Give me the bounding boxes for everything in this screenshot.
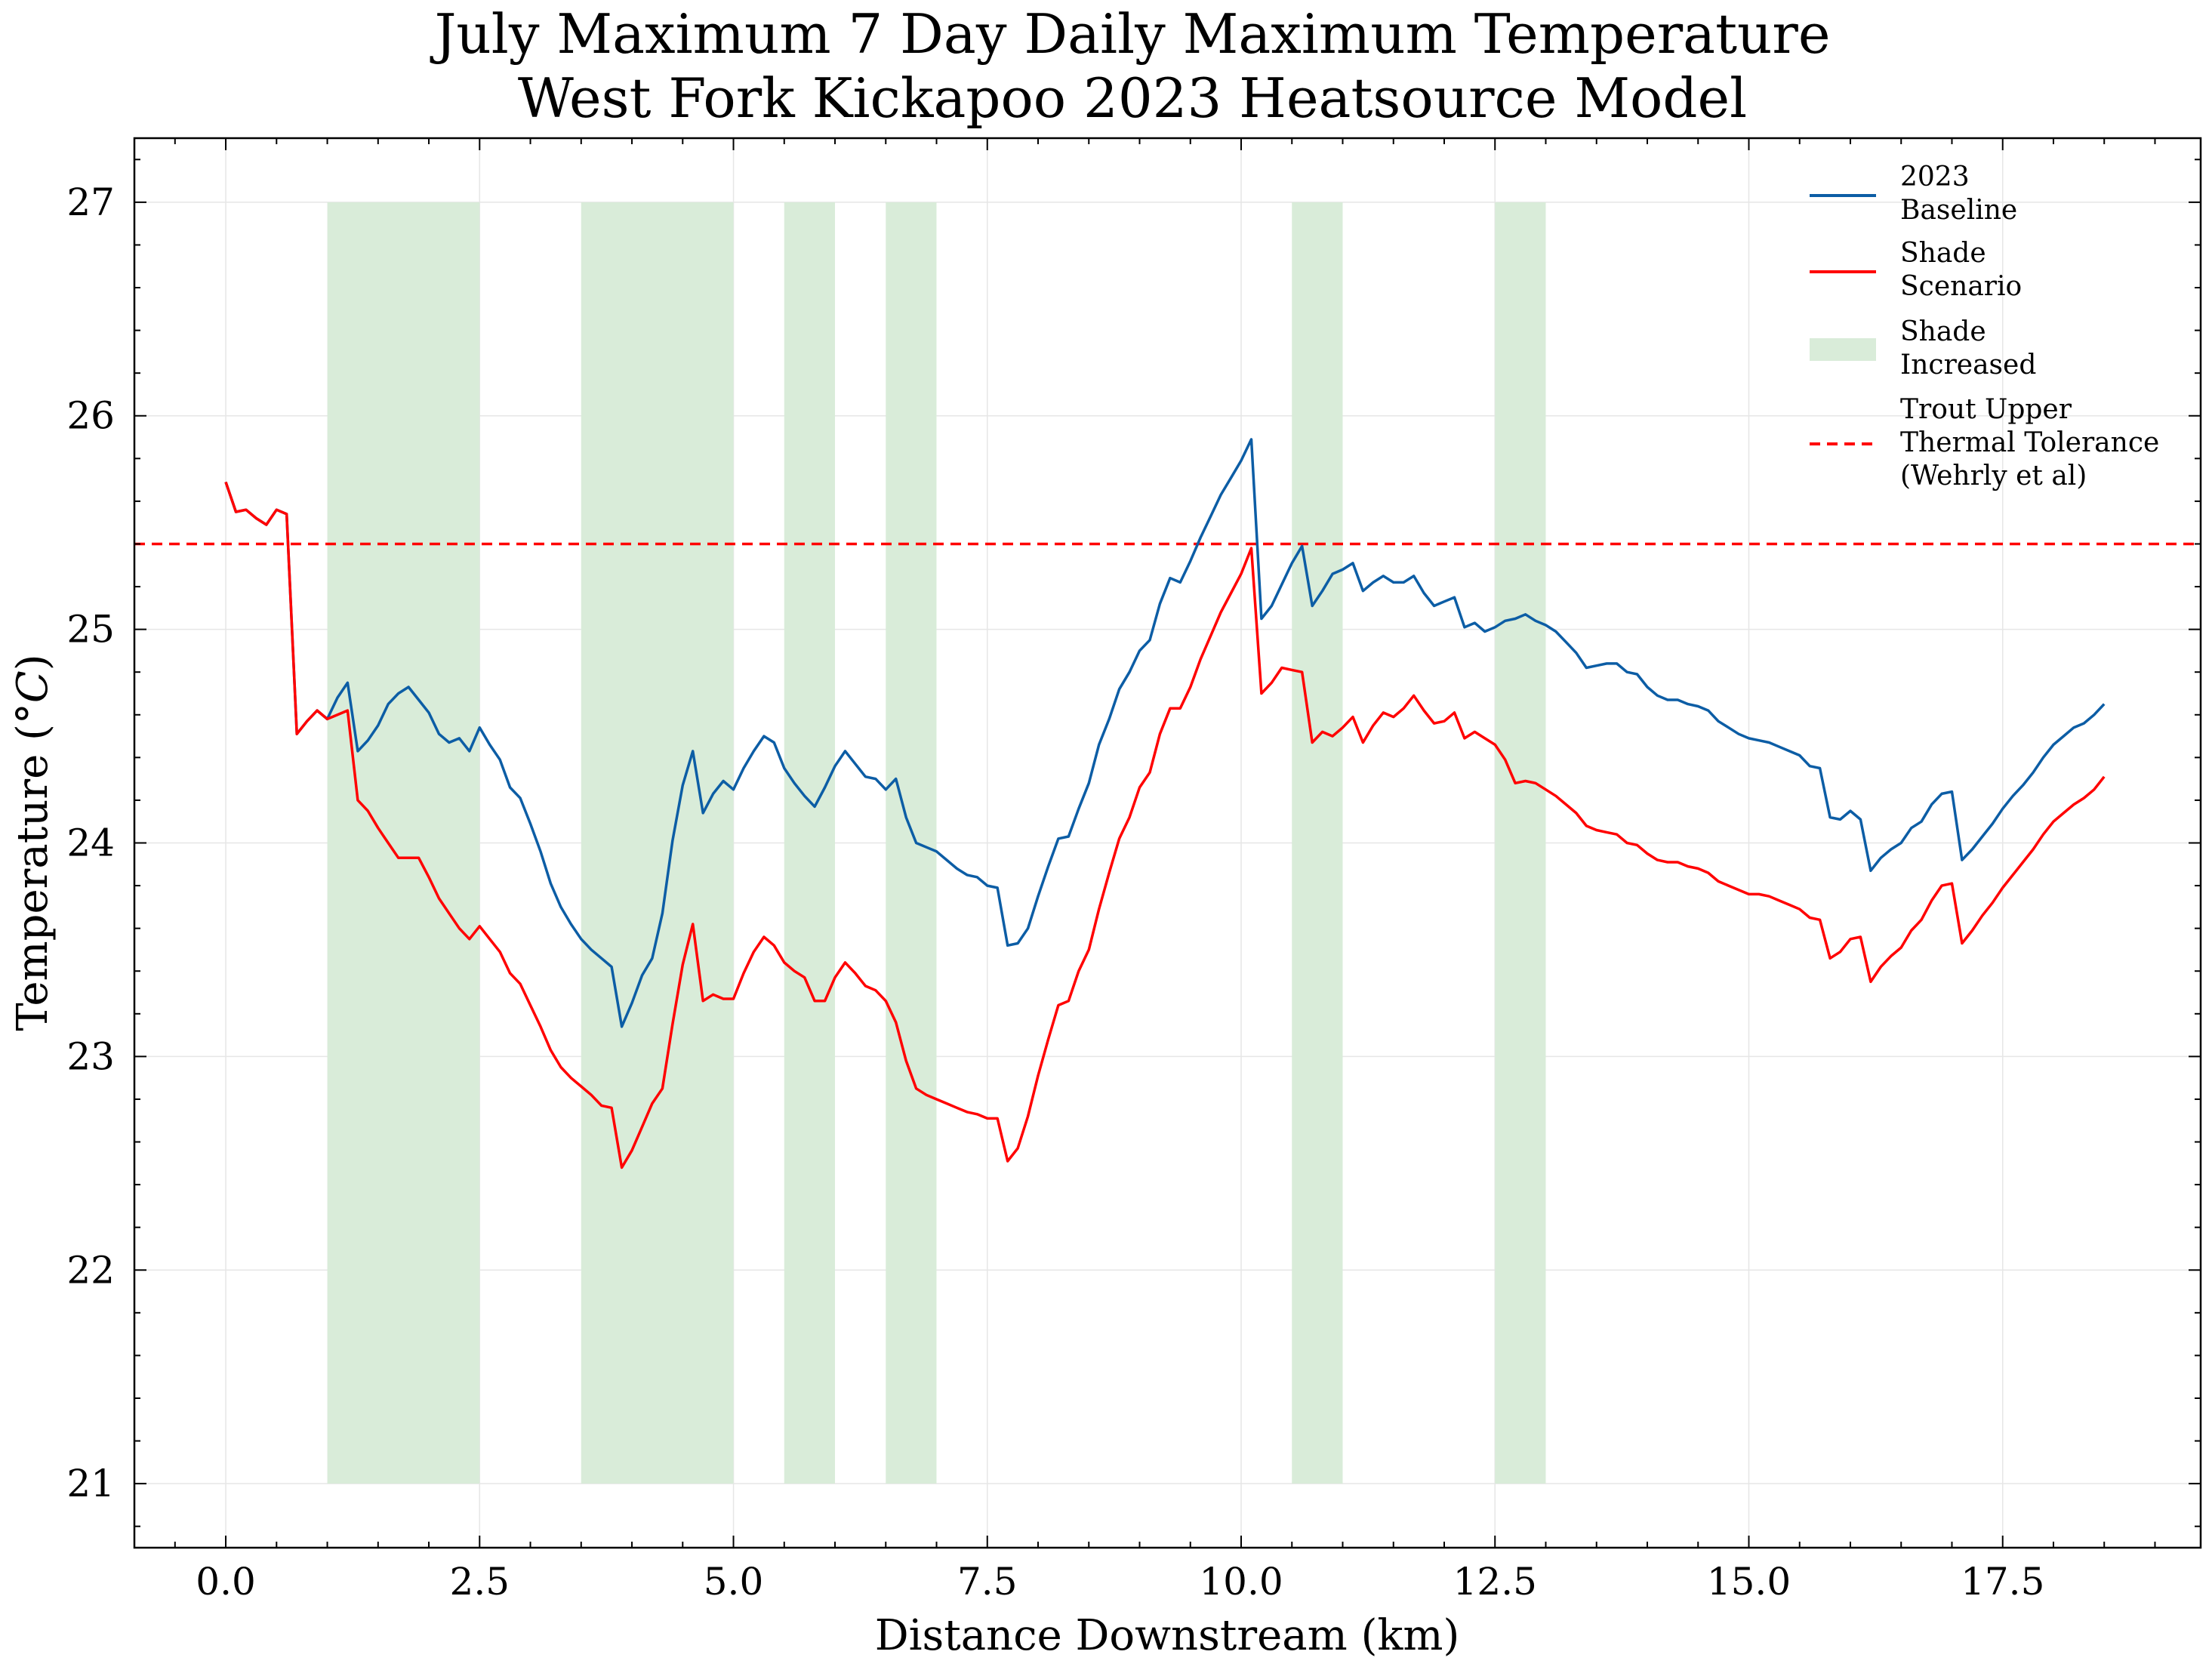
series-layer — [224, 438, 2106, 1169]
x-tick-label: 7.5 — [957, 1560, 1018, 1604]
plot-area: 0.0 2.5 5.0 7.5 10.0 12.5 15.0 17.5 21 22 23 24 25 26… — [66, 137, 2202, 1604]
legend-label-shade-scenario-1: Shade — [1900, 238, 1986, 269]
y-tick-label: 23 — [66, 1034, 115, 1078]
y-tick-label: 25 — [66, 608, 115, 652]
shade-band-3 — [886, 202, 937, 1484]
y-tick-label: 24 — [66, 821, 115, 865]
x-tick-label: 12.5 — [1453, 1560, 1537, 1604]
legend-label-baseline-1: 2023 — [1900, 162, 1970, 193]
y-tick-label: 22 — [66, 1248, 115, 1292]
ticks: 0.0 2.5 5.0 7.5 10.0 12.5 15.0 17.5 21 22 23 24 25 26… — [66, 138, 2201, 1604]
legend-swatch-shade-increased — [1810, 338, 1876, 361]
legend-label-threshold-2: Thermal Tolerance — [1900, 427, 2159, 458]
shade-bands — [327, 202, 1546, 1484]
shade-scenario-line — [224, 481, 2106, 1169]
y-tick-label: 21 — [66, 1462, 115, 1505]
shade-band-4 — [1292, 202, 1343, 1484]
baseline-line — [224, 438, 2106, 1028]
shade-band-0 — [327, 202, 480, 1484]
y-axis-label-close: ) — [8, 654, 57, 670]
x-tick-label: 0.0 — [196, 1560, 256, 1604]
legend-label-threshold-3: (Wehrly et al) — [1900, 461, 2087, 491]
chart-title-line-1: July Maximum 7 Day Daily Maximum Tempera… — [430, 2, 1831, 66]
x-axis-label: Distance Downstream (km) — [875, 1611, 1460, 1660]
x-tick-label: 15.0 — [1707, 1560, 1791, 1604]
legend-label-baseline-2: Baseline — [1900, 195, 2017, 226]
legend-label-threshold-1: Trout Upper — [1900, 394, 2072, 425]
x-tick-label: 2.5 — [450, 1560, 510, 1604]
x-tick-label: 5.0 — [704, 1560, 764, 1604]
y-axis-label: Temperature (°C) — [8, 654, 57, 1031]
legend-label-shade-increased-2: Increased — [1900, 350, 2036, 381]
legend-label-shade-increased-1: Shade — [1900, 316, 1986, 347]
y-tick-label: 26 — [66, 394, 115, 438]
y-axis-label-text: Temperature ( — [8, 724, 57, 1031]
x-tick-label: 17.5 — [1961, 1560, 2044, 1604]
shade-band-2 — [784, 202, 836, 1484]
legend: 2023 Baseline Shade Scenario Shade Incre… — [1810, 162, 2159, 491]
y-tick-label: 27 — [66, 180, 115, 224]
x-tick-label: 10.0 — [1199, 1560, 1283, 1604]
chart-title-line-2: West Fork Kickapoo 2023 Heatsource Model — [518, 66, 1747, 130]
y-axis-label-unit: °C — [8, 670, 57, 724]
legend-label-shade-scenario-2: Scenario — [1900, 271, 2022, 302]
shade-band-5 — [1495, 202, 1546, 1484]
shade-band-1 — [581, 202, 734, 1484]
